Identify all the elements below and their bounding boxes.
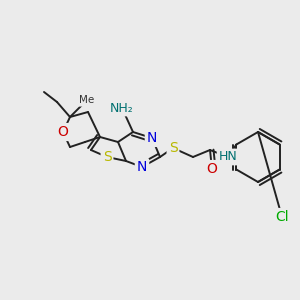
Text: NH₂: NH₂ [110, 101, 134, 115]
Text: HN: HN [219, 151, 237, 164]
Text: O: O [58, 125, 68, 139]
Text: S: S [169, 141, 177, 155]
Text: S: S [103, 150, 111, 164]
Text: N: N [137, 160, 147, 174]
Text: Cl: Cl [275, 210, 289, 224]
Text: Me: Me [80, 95, 94, 105]
Text: N: N [147, 131, 157, 145]
Text: O: O [207, 162, 218, 176]
